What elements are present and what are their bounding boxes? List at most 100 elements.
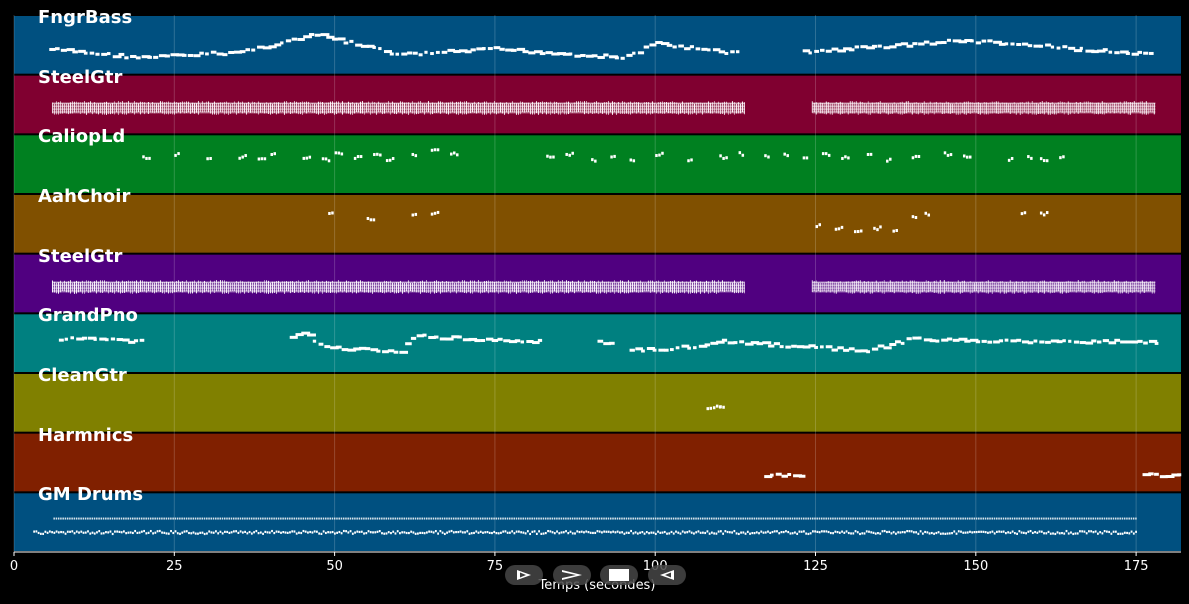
note: [1117, 532, 1119, 535]
note: [336, 531, 339, 534]
note: [1045, 517, 1047, 520]
note: [1062, 155, 1065, 159]
note: [782, 517, 785, 520]
note: [102, 517, 105, 520]
note: [250, 517, 253, 520]
note: [937, 531, 940, 534]
note: [843, 47, 852, 51]
note: [324, 531, 327, 535]
note: [646, 347, 656, 351]
note: [461, 517, 464, 520]
note: [1042, 213, 1046, 217]
note: [201, 531, 204, 534]
note: [376, 530, 379, 533]
note: [672, 45, 677, 49]
note: [724, 530, 727, 533]
note: [351, 532, 354, 535]
note: [794, 517, 796, 520]
note: [383, 532, 386, 535]
note: [917, 154, 921, 158]
note: [695, 47, 701, 51]
note: [758, 532, 760, 535]
note: [123, 530, 125, 533]
note: [960, 517, 962, 520]
note: [1119, 532, 1122, 535]
note: [500, 531, 502, 534]
note: [910, 517, 913, 520]
note: [544, 531, 547, 535]
note: [641, 349, 645, 353]
note: [511, 530, 514, 533]
note: [295, 517, 298, 520]
note: [746, 530, 749, 533]
play-button[interactable]: [505, 565, 543, 585]
note: [876, 228, 879, 232]
note: [331, 517, 334, 520]
stop-button[interactable]: [600, 565, 638, 585]
note: [1047, 530, 1050, 534]
note: [609, 55, 618, 59]
note: [949, 153, 953, 157]
forward-button[interactable]: [553, 565, 591, 585]
note: [205, 52, 209, 56]
note: [491, 517, 493, 520]
note: [412, 531, 415, 534]
note: [1056, 531, 1059, 534]
note: [975, 517, 978, 520]
note: [298, 517, 300, 520]
note: [889, 343, 897, 347]
note: [1137, 339, 1143, 343]
note: [241, 517, 244, 520]
note: [657, 530, 659, 533]
note: [1010, 156, 1014, 160]
note: [300, 517, 302, 520]
note: [825, 530, 828, 533]
note: [726, 517, 729, 520]
note: [686, 531, 689, 534]
note: [430, 212, 434, 216]
note: [652, 517, 655, 520]
note: [152, 532, 154, 535]
note: [848, 347, 855, 351]
note: [482, 47, 486, 51]
note: [206, 517, 208, 520]
note: [946, 38, 951, 42]
note: [385, 532, 388, 535]
rewind-button[interactable]: [648, 565, 686, 585]
note: [385, 159, 389, 163]
note: [856, 230, 860, 234]
note: [749, 532, 751, 535]
note: [605, 517, 608, 520]
note: [654, 517, 657, 520]
note: [917, 517, 919, 520]
note: [641, 517, 643, 520]
note: [728, 517, 731, 520]
note: [1114, 338, 1121, 342]
note: [623, 532, 626, 535]
note: [354, 531, 356, 534]
note: [302, 529, 305, 533]
note: [1125, 340, 1135, 344]
note: [303, 35, 312, 39]
note: [164, 54, 170, 58]
note: [255, 517, 257, 520]
note: [453, 50, 461, 54]
note: [661, 517, 664, 520]
note: [866, 152, 870, 156]
note: [733, 341, 738, 345]
note: [996, 517, 998, 520]
note: [428, 517, 430, 520]
x-tick-label: 50: [326, 559, 343, 574]
note: [886, 517, 888, 520]
note: [414, 517, 417, 520]
note: [1000, 517, 1002, 520]
note: [453, 151, 456, 155]
note: [1052, 517, 1054, 520]
note: [1011, 517, 1014, 520]
note: [468, 337, 478, 341]
note: [239, 517, 242, 520]
note: [576, 530, 579, 533]
note: [199, 51, 204, 55]
note: [895, 43, 902, 47]
note: [786, 154, 789, 158]
